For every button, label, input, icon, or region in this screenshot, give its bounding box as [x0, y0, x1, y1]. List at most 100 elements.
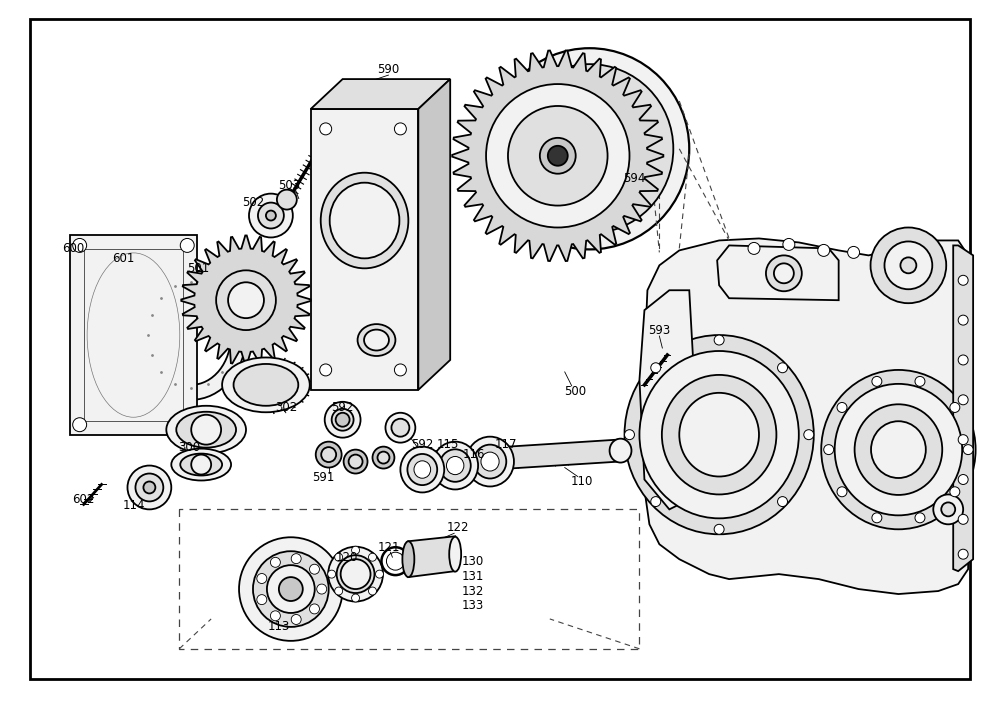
- Circle shape: [915, 513, 925, 523]
- Circle shape: [180, 239, 194, 253]
- Circle shape: [257, 574, 267, 584]
- Ellipse shape: [414, 461, 431, 478]
- Circle shape: [958, 315, 968, 325]
- Text: 592: 592: [411, 438, 433, 451]
- Circle shape: [135, 474, 163, 501]
- Text: 130: 130: [462, 555, 484, 567]
- Circle shape: [837, 486, 847, 497]
- Circle shape: [320, 364, 332, 376]
- Circle shape: [267, 565, 315, 613]
- Circle shape: [352, 546, 360, 554]
- Circle shape: [848, 246, 860, 258]
- Circle shape: [783, 239, 795, 251]
- Circle shape: [884, 241, 932, 289]
- Text: 591: 591: [313, 471, 335, 484]
- Ellipse shape: [402, 541, 414, 577]
- Text: 594: 594: [623, 172, 646, 185]
- Circle shape: [310, 604, 319, 614]
- Circle shape: [651, 496, 661, 507]
- Circle shape: [774, 263, 794, 283]
- Ellipse shape: [136, 270, 246, 400]
- Ellipse shape: [328, 547, 383, 601]
- Ellipse shape: [679, 393, 759, 477]
- Ellipse shape: [835, 384, 962, 515]
- Circle shape: [253, 551, 329, 627]
- Polygon shape: [311, 109, 418, 390]
- Ellipse shape: [639, 351, 799, 518]
- Ellipse shape: [234, 364, 298, 406]
- Ellipse shape: [821, 370, 976, 529]
- Circle shape: [778, 496, 788, 507]
- Circle shape: [291, 615, 301, 624]
- Circle shape: [127, 465, 171, 510]
- Circle shape: [748, 242, 760, 254]
- Circle shape: [950, 403, 960, 413]
- Text: 501: 501: [187, 262, 209, 275]
- Polygon shape: [418, 79, 450, 390]
- Circle shape: [249, 194, 293, 237]
- Circle shape: [368, 587, 376, 595]
- Ellipse shape: [490, 48, 689, 249]
- Text: 503: 503: [278, 179, 300, 192]
- Circle shape: [291, 553, 301, 564]
- Ellipse shape: [449, 536, 461, 572]
- Ellipse shape: [171, 448, 231, 481]
- Text: 602: 602: [72, 493, 95, 506]
- Circle shape: [548, 146, 568, 165]
- Text: 500: 500: [564, 385, 586, 398]
- Circle shape: [279, 577, 303, 601]
- Polygon shape: [953, 246, 973, 571]
- Text: 114: 114: [122, 499, 145, 512]
- Ellipse shape: [321, 172, 408, 268]
- Circle shape: [317, 584, 327, 594]
- Text: 115: 115: [437, 438, 459, 451]
- Circle shape: [941, 503, 955, 516]
- Circle shape: [778, 363, 788, 372]
- Text: 300: 300: [178, 441, 200, 454]
- Circle shape: [958, 515, 968, 524]
- Circle shape: [257, 595, 267, 605]
- Text: 590: 590: [377, 63, 400, 75]
- Circle shape: [958, 395, 968, 405]
- Text: 302: 302: [275, 401, 297, 414]
- Circle shape: [540, 138, 576, 174]
- Ellipse shape: [332, 409, 354, 431]
- Circle shape: [310, 564, 319, 574]
- Circle shape: [270, 558, 280, 567]
- Circle shape: [277, 189, 297, 210]
- Circle shape: [73, 239, 87, 253]
- Circle shape: [180, 417, 194, 432]
- Text: 132: 132: [462, 584, 485, 598]
- Circle shape: [958, 275, 968, 285]
- Circle shape: [394, 364, 406, 376]
- Ellipse shape: [344, 450, 368, 474]
- Text: 133: 133: [462, 600, 484, 612]
- Ellipse shape: [222, 358, 310, 413]
- Text: 122: 122: [447, 521, 469, 534]
- Circle shape: [216, 270, 276, 330]
- Circle shape: [228, 282, 264, 318]
- Ellipse shape: [446, 456, 464, 474]
- Ellipse shape: [364, 329, 389, 351]
- Circle shape: [73, 417, 87, 432]
- Circle shape: [804, 429, 814, 440]
- Text: 593: 593: [648, 324, 670, 337]
- Ellipse shape: [400, 446, 444, 492]
- Ellipse shape: [610, 439, 631, 463]
- Circle shape: [958, 355, 968, 365]
- Ellipse shape: [407, 454, 437, 485]
- Text: 601: 601: [112, 252, 135, 265]
- Ellipse shape: [385, 413, 415, 443]
- Ellipse shape: [481, 452, 499, 471]
- Text: 600: 600: [63, 242, 85, 255]
- Circle shape: [258, 203, 284, 229]
- Circle shape: [625, 429, 634, 440]
- Polygon shape: [639, 290, 694, 510]
- Polygon shape: [430, 440, 620, 474]
- Polygon shape: [311, 79, 450, 109]
- Ellipse shape: [316, 441, 342, 467]
- Ellipse shape: [432, 441, 478, 489]
- Circle shape: [871, 227, 946, 303]
- Circle shape: [320, 123, 332, 135]
- Circle shape: [958, 549, 968, 559]
